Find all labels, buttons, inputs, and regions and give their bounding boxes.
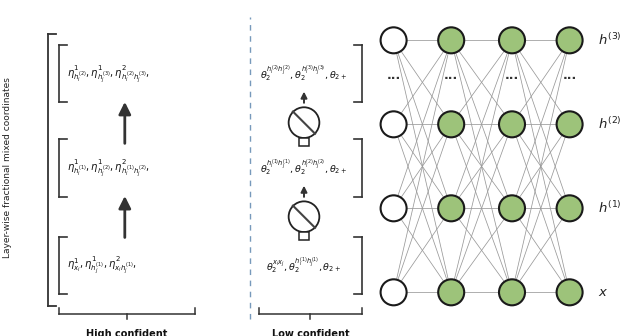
Text: ···: ··· (444, 73, 458, 85)
Ellipse shape (557, 279, 582, 305)
Ellipse shape (381, 195, 406, 221)
Text: ···: ··· (505, 73, 519, 85)
Ellipse shape (499, 195, 525, 221)
Ellipse shape (557, 27, 582, 53)
Ellipse shape (438, 279, 464, 305)
FancyBboxPatch shape (299, 232, 309, 240)
Text: $h^{(2)}$: $h^{(2)}$ (598, 116, 622, 132)
Text: ···: ··· (563, 73, 577, 85)
Ellipse shape (499, 111, 525, 137)
Ellipse shape (381, 27, 406, 53)
Ellipse shape (438, 111, 464, 137)
Ellipse shape (289, 107, 319, 138)
Text: $\eta^1_{h^{(2)}_i}, \eta^1_{h^{(3)}_j}, \eta^2_{h^{(2)}_i h^{(3)}_j},$: $\eta^1_{h^{(2)}_i}, \eta^1_{h^{(3)}_j},… (67, 63, 150, 85)
Text: $\eta^1_{x_i}, \eta^1_{h^{(1)}_j}, \eta^2_{x_i h^{(1)}_j},$: $\eta^1_{x_i}, \eta^1_{h^{(1)}_j}, \eta^… (67, 255, 137, 276)
Ellipse shape (381, 111, 406, 137)
Text: $h^{(1)}$: $h^{(1)}$ (598, 200, 622, 216)
Text: Low confident
coordinates: Low confident coordinates (271, 329, 349, 336)
Text: $\theta_2^{x_i x_j}, \theta_2^{h^{(1)}_i h^{(1)}_j}, \theta_{2+}$: $\theta_2^{x_i x_j}, \theta_2^{h^{(1)}_i… (266, 255, 342, 276)
FancyBboxPatch shape (299, 138, 309, 146)
Text: $\theta_2^{h^{(1)}_i h^{(1)}_j}, \theta_2^{h^{(2)}_i h^{(2)}_j}, \theta_{2+}$: $\theta_2^{h^{(1)}_i h^{(1)}_j}, \theta_… (260, 158, 348, 178)
Ellipse shape (557, 195, 582, 221)
Text: $\theta_2^{h^{(2)}_i h^{(2)}_j}, \theta_2^{h^{(3)}_i h^{(3)}_j}, \theta_{2+}$: $\theta_2^{h^{(2)}_i h^{(2)}_j}, \theta_… (260, 64, 348, 84)
Ellipse shape (289, 201, 319, 232)
Ellipse shape (381, 279, 406, 305)
Text: High confident
coordinates: High confident coordinates (86, 329, 168, 336)
Ellipse shape (438, 27, 464, 53)
Ellipse shape (499, 279, 525, 305)
Ellipse shape (499, 27, 525, 53)
Ellipse shape (557, 111, 582, 137)
Text: $x$: $x$ (598, 286, 609, 299)
Text: Layer-wise fractional mixed coordinates: Layer-wise fractional mixed coordinates (3, 78, 12, 258)
Text: $h^{(3)}$: $h^{(3)}$ (598, 32, 622, 48)
Text: $\eta^1_{h^{(1)}_i}, \eta^1_{h^{(2)}_j}, \eta^2_{h^{(1)}_i h^{(2)}_j},$: $\eta^1_{h^{(1)}_i}, \eta^1_{h^{(2)}_j},… (67, 157, 150, 179)
Text: ···: ··· (387, 73, 401, 85)
Ellipse shape (438, 195, 464, 221)
